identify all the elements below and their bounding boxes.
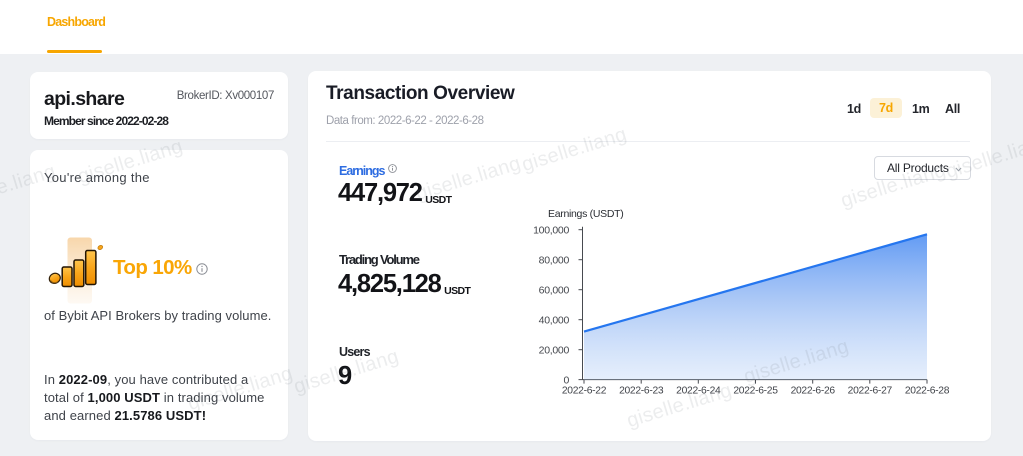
svg-text:2022-6-28: 2022-6-28 bbox=[905, 386, 950, 397]
svg-text:40,000: 40,000 bbox=[539, 315, 570, 327]
svg-text:60,000: 60,000 bbox=[539, 285, 570, 297]
svg-text:Earnings (USDT): Earnings (USDT) bbox=[548, 208, 623, 220]
svg-text:20,000: 20,000 bbox=[539, 345, 570, 357]
svg-text:2022-6-23: 2022-6-23 bbox=[619, 386, 664, 397]
svg-text:2022-6-22: 2022-6-22 bbox=[562, 386, 607, 397]
svg-text:2022-6-24: 2022-6-24 bbox=[676, 386, 721, 397]
svg-text:2022-6-26: 2022-6-26 bbox=[791, 386, 836, 397]
svg-text:2022-6-27: 2022-6-27 bbox=[848, 386, 893, 397]
svg-text:0: 0 bbox=[563, 375, 569, 387]
svg-text:2022-6-25: 2022-6-25 bbox=[733, 386, 778, 397]
svg-text:80,000: 80,000 bbox=[539, 255, 570, 267]
svg-text:100,000: 100,000 bbox=[533, 225, 569, 237]
